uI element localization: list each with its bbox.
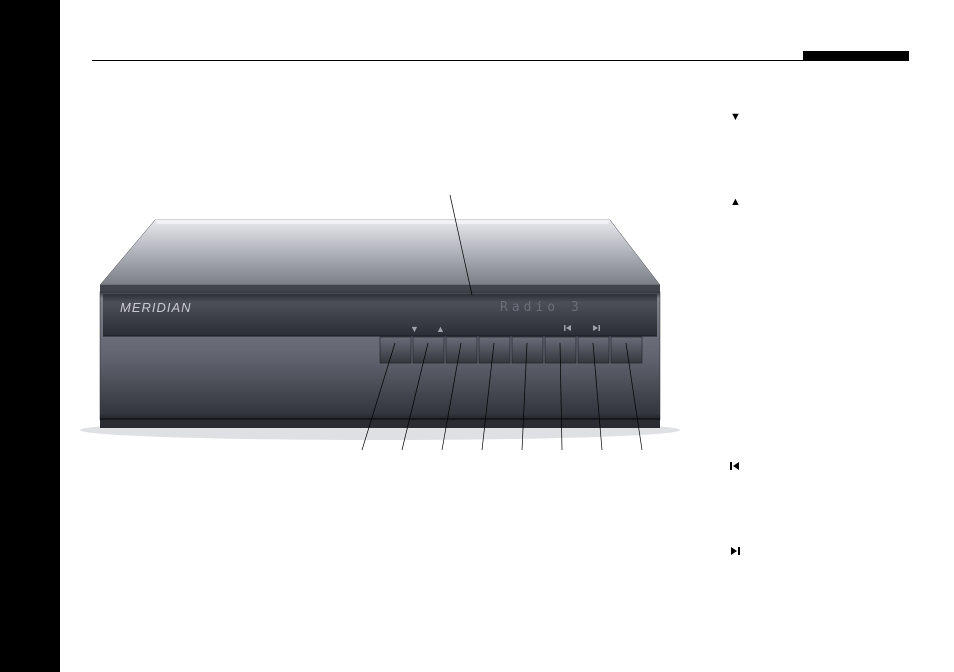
btn-up-icon: ▲ (436, 324, 445, 334)
device-illustration (0, 0, 954, 672)
legend-down-icon: ▼ (730, 110, 748, 125)
legend: ▼ ▲ (730, 110, 748, 566)
btn-next-icon (592, 324, 600, 334)
brand-label: MERIDIAN (120, 300, 192, 315)
btn-prev-icon (564, 324, 572, 334)
lcd-display: Radio 3 (500, 300, 583, 315)
legend-up-icon: ▲ (730, 195, 748, 210)
legend-prev-icon (730, 461, 748, 476)
legend-next-icon (730, 546, 748, 561)
btn-down-icon: ▼ (410, 324, 419, 334)
